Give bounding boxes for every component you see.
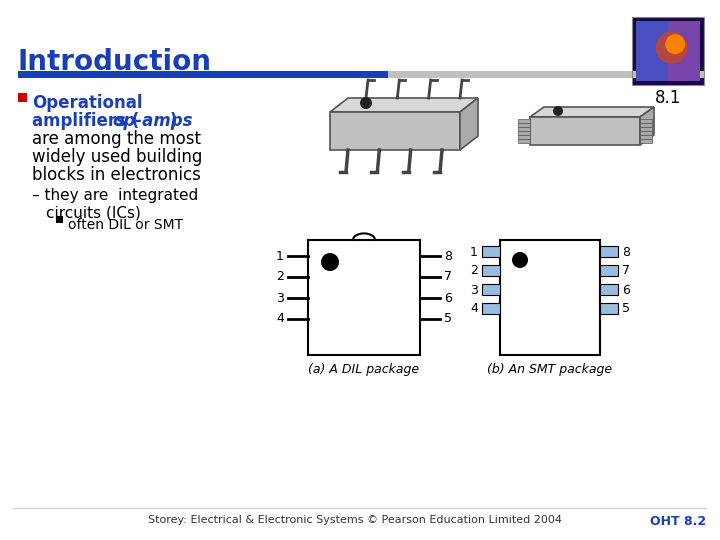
Bar	[640, 127, 652, 131]
Bar	[518, 123, 530, 127]
Bar	[600, 284, 618, 295]
Circle shape	[665, 34, 685, 54]
Text: 2: 2	[470, 265, 478, 278]
Bar	[482, 284, 500, 295]
Bar	[482, 246, 500, 257]
Text: 1: 1	[276, 249, 284, 262]
Text: (a) A DIL package: (a) A DIL package	[308, 363, 420, 376]
Bar	[518, 135, 530, 139]
Bar	[482, 265, 500, 276]
Bar	[640, 131, 652, 135]
Text: blocks in electronics: blocks in electronics	[32, 166, 201, 184]
Bar	[600, 265, 618, 276]
Bar	[600, 303, 618, 314]
Bar	[518, 139, 530, 143]
Text: op-amps: op-amps	[112, 112, 192, 130]
Circle shape	[321, 253, 339, 271]
Text: circuits (ICs): circuits (ICs)	[46, 206, 141, 221]
Text: 6: 6	[444, 292, 452, 305]
Text: 7: 7	[444, 271, 452, 284]
Text: 3: 3	[276, 292, 284, 305]
Text: often DIL or SMT: often DIL or SMT	[68, 218, 183, 232]
Text: 7: 7	[622, 265, 630, 278]
Text: 8: 8	[622, 246, 630, 259]
Bar	[518, 127, 530, 131]
Bar	[500, 240, 600, 355]
Bar	[482, 303, 500, 314]
Text: are among the most: are among the most	[32, 130, 201, 148]
Bar	[518, 119, 530, 123]
Circle shape	[360, 97, 372, 109]
Text: amplifiers (: amplifiers (	[32, 112, 139, 130]
Bar	[632, 17, 704, 85]
Text: 2: 2	[276, 271, 284, 284]
Polygon shape	[530, 117, 640, 145]
Text: 4: 4	[276, 313, 284, 326]
Text: – they are  integrated: – they are integrated	[32, 188, 198, 203]
Bar	[388, 71, 704, 78]
Text: 6: 6	[622, 284, 630, 296]
Text: 5: 5	[444, 313, 452, 326]
Bar	[636, 21, 700, 81]
Text: widely used building: widely used building	[32, 148, 202, 166]
Text: 8: 8	[444, 249, 452, 262]
Text: (b) An SMT package: (b) An SMT package	[487, 363, 613, 376]
Polygon shape	[640, 107, 654, 145]
Text: ): )	[170, 112, 178, 130]
Text: Storey: Electrical & Electronic Systems © Pearson Education Limited 2004: Storey: Electrical & Electronic Systems …	[148, 515, 562, 525]
Polygon shape	[330, 112, 460, 150]
Bar	[56, 216, 63, 223]
Text: OHT 8.2: OHT 8.2	[650, 515, 706, 528]
Bar	[640, 139, 652, 143]
Polygon shape	[330, 98, 478, 112]
Circle shape	[553, 106, 563, 116]
Polygon shape	[460, 98, 478, 150]
Bar	[518, 131, 530, 135]
Bar	[308, 240, 420, 355]
Bar	[632, 17, 704, 85]
Bar	[18, 93, 27, 102]
Text: 5: 5	[622, 302, 630, 315]
Text: Introduction: Introduction	[18, 48, 212, 76]
Text: 4: 4	[470, 302, 478, 315]
Text: Operational: Operational	[32, 94, 143, 112]
Bar	[640, 123, 652, 127]
Bar	[640, 135, 652, 139]
Polygon shape	[530, 107, 654, 117]
Bar	[18, 71, 388, 78]
Circle shape	[656, 32, 688, 64]
Bar	[640, 119, 652, 123]
Text: 1: 1	[470, 246, 478, 259]
Text: 8.1: 8.1	[654, 89, 681, 107]
Circle shape	[512, 252, 528, 268]
Bar	[636, 21, 668, 81]
Text: 3: 3	[470, 284, 478, 296]
Bar	[600, 246, 618, 257]
